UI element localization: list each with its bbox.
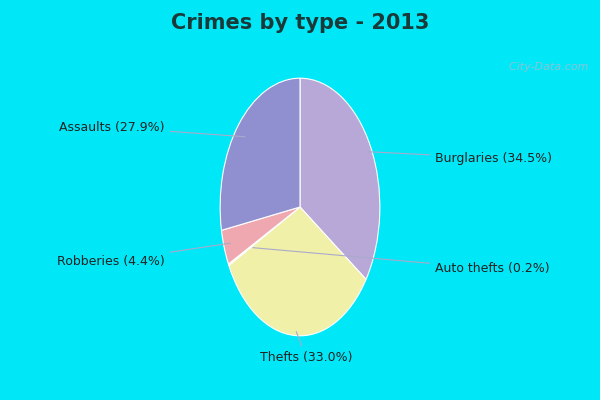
Wedge shape	[221, 207, 300, 264]
Text: Burglaries (34.5%): Burglaries (34.5%)	[368, 152, 552, 164]
Text: Auto thefts (0.2%): Auto thefts (0.2%)	[253, 248, 550, 275]
Wedge shape	[229, 207, 300, 266]
Text: Crimes by type - 2013: Crimes by type - 2013	[171, 13, 429, 33]
Wedge shape	[300, 78, 380, 279]
Text: Thefts (33.0%): Thefts (33.0%)	[260, 332, 353, 364]
Wedge shape	[220, 78, 300, 230]
Wedge shape	[229, 207, 366, 336]
Text: Assaults (27.9%): Assaults (27.9%)	[59, 121, 245, 137]
Text: Robberies (4.4%): Robberies (4.4%)	[57, 243, 230, 268]
Text: City-Data.com: City-Data.com	[502, 62, 588, 72]
